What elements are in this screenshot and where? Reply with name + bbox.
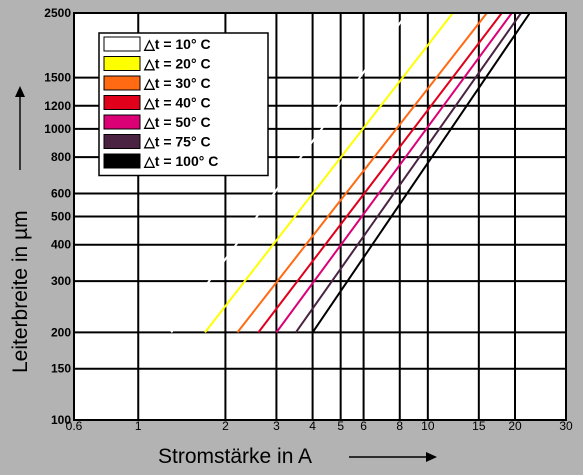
y-axis-label: Leiterbreite in µm bbox=[9, 210, 32, 373]
x-tick-label: 10 bbox=[421, 419, 435, 433]
series-line bbox=[236, 12, 488, 334]
y-tick-label: 1500 bbox=[44, 71, 71, 85]
x-axis-arrowhead bbox=[426, 452, 437, 462]
x-tick-label: 5 bbox=[337, 419, 344, 433]
legend-label: △t = 10° C bbox=[143, 36, 211, 52]
legend-label: △t = 30° C bbox=[143, 75, 211, 91]
x-tick-label: 4 bbox=[309, 419, 316, 433]
series-line bbox=[294, 12, 522, 333]
y-tick-label: 2500 bbox=[44, 6, 71, 20]
legend-swatch bbox=[103, 56, 141, 71]
y-tick-label: 800 bbox=[51, 150, 71, 164]
legend-label: △t = 75° C bbox=[143, 134, 211, 150]
x-tick-label: 1 bbox=[135, 419, 142, 433]
y-tick-label: 100 bbox=[51, 413, 71, 427]
legend-swatch bbox=[103, 114, 141, 130]
series-line bbox=[311, 12, 531, 333]
y-tick-label: 500 bbox=[51, 210, 71, 224]
legend-swatch bbox=[103, 95, 141, 110]
legend-swatch bbox=[103, 36, 141, 52]
y-tick-label: 1000 bbox=[44, 122, 71, 136]
y-tick-label: 150 bbox=[51, 362, 71, 376]
x-tick-label: 30 bbox=[559, 419, 573, 433]
x-tick-label: 6 bbox=[360, 419, 367, 433]
x-axis-label: Stromstärke in A bbox=[158, 445, 312, 468]
x-tick-label: 0.6 bbox=[66, 419, 83, 433]
x-tick-label: 20 bbox=[508, 419, 522, 433]
y-axis-arrowhead bbox=[15, 86, 25, 97]
y-tick-label: 400 bbox=[51, 238, 71, 252]
legend-label: △t = 40° C bbox=[143, 95, 211, 111]
y-tick-label: 1200 bbox=[44, 99, 71, 113]
x-tick-label: 8 bbox=[396, 419, 403, 433]
legend-label: △t = 20° C bbox=[143, 56, 211, 72]
series-line bbox=[204, 12, 454, 334]
y-tick-label: 300 bbox=[51, 274, 71, 288]
y-tick-label: 600 bbox=[51, 186, 71, 200]
legend-swatch bbox=[103, 153, 141, 169]
x-tick-label: 3 bbox=[273, 419, 280, 433]
series-line bbox=[275, 12, 513, 333]
y-tick-label: 200 bbox=[51, 325, 71, 339]
legend-label: △t = 100° C bbox=[143, 153, 218, 169]
series-line bbox=[257, 12, 503, 334]
legend-swatch bbox=[103, 134, 141, 149]
x-tick-label: 2 bbox=[222, 419, 229, 433]
series-line bbox=[170, 12, 409, 333]
x-tick-label: 15 bbox=[472, 419, 486, 433]
plot-frame bbox=[73, 12, 567, 421]
legend-swatch bbox=[103, 75, 141, 91]
legend-label: △t = 50° C bbox=[143, 114, 211, 130]
